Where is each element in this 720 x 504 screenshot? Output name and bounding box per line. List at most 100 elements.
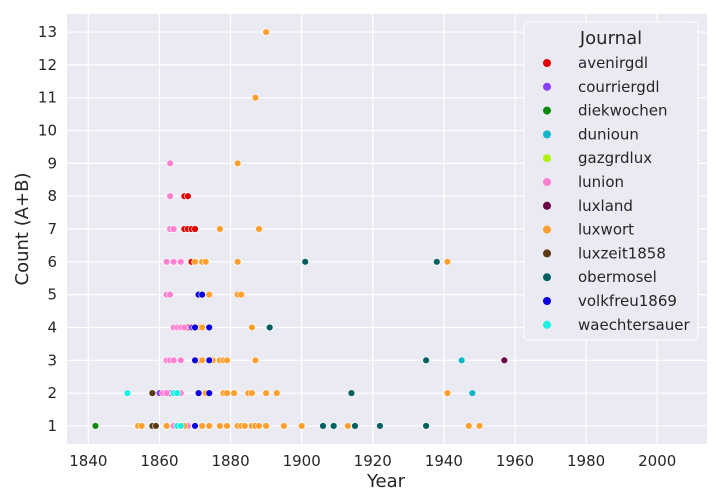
data-point-obermosel [376, 422, 384, 430]
legend-box [523, 21, 699, 341]
x-tick-label: 1860 [140, 452, 178, 470]
x-tick-label: 1840 [69, 452, 107, 470]
legend-title: Journal [579, 28, 642, 49]
data-point-luxwort [237, 290, 245, 299]
data-point-luxwort [248, 389, 256, 397]
legend-marker-waechtersauer [543, 320, 551, 329]
data-point-luxzeit1858 [148, 389, 157, 397]
data-point-obermosel [422, 356, 430, 364]
data-point-lunion [162, 389, 171, 397]
y-tick-label: 6 [47, 253, 57, 271]
data-point-luxwort [297, 422, 306, 430]
data-point-luxwort [248, 323, 256, 332]
data-point-lunion [180, 323, 189, 332]
data-point-luxwort [251, 356, 260, 364]
legend-label-obermosel: obermosel [578, 268, 657, 286]
data-point-obermosel [422, 422, 430, 430]
legend-marker-courriergdl [543, 82, 551, 91]
y-tick-label: 7 [47, 220, 57, 238]
x-tick-label: 1880 [211, 452, 249, 470]
data-point-luxwort [205, 422, 213, 430]
legend-marker-luxzeit1858 [543, 249, 551, 258]
x-axis-label: Year [366, 471, 406, 492]
data-point-luxwort [233, 258, 242, 266]
legend-label-volkfreu1869: volkfreu1869 [578, 292, 677, 310]
data-point-volkfreu1869 [191, 323, 199, 332]
legend-label-lunion: lunion [578, 173, 624, 191]
data-point-luxwort [255, 422, 263, 430]
data-point-dunioun [457, 356, 466, 364]
y-tick-label: 5 [47, 286, 57, 304]
data-points [91, 28, 509, 430]
legend-label-gazgrdlux: gazgrdlux [578, 149, 652, 167]
data-point-luxwort [443, 258, 452, 266]
data-point-luxwort [198, 356, 206, 364]
legend-marker-avenirgdl [543, 59, 551, 67]
data-point-obermosel [347, 389, 356, 397]
y-tick-label: 13 [38, 23, 57, 41]
data-point-dunioun [468, 389, 477, 397]
data-point-luxwort [233, 159, 242, 168]
data-point-volkfreu1869 [194, 389, 203, 397]
data-point-luxwort [216, 422, 224, 430]
data-point-waechtersauer [123, 389, 132, 397]
data-point-lunion [166, 192, 174, 200]
x-tick-labels: 1840 1860 1880 1900 1920 1940 1960 1980 2000 [69, 452, 676, 470]
data-point-luxwort [198, 422, 206, 430]
data-point-lunion [169, 356, 178, 364]
y-axis-label: Count (A+B) [12, 173, 33, 286]
data-point-luxzeit1858 [152, 422, 160, 430]
data-point-luxwort [262, 28, 270, 36]
legend-marker-gazgrdlux [543, 154, 551, 163]
data-point-avenirgdl [191, 225, 199, 233]
data-point-lunion [177, 356, 185, 364]
data-point-luxwort [344, 422, 352, 430]
legend-label-courriergdl: courriergdl [578, 78, 660, 96]
legend-marker-luxwort [543, 225, 551, 234]
legend-marker-luxland [543, 201, 551, 210]
data-point-luxwort [273, 389, 281, 397]
data-point-volkfreu1869 [205, 389, 213, 397]
data-point-luxwort [201, 258, 210, 266]
data-point-luxwort [255, 225, 263, 233]
legend-marker-diekwochen [543, 106, 551, 115]
y-tick-label: 3 [47, 351, 57, 369]
data-point-luxwort [251, 94, 260, 102]
x-tick-label: 1900 [283, 452, 321, 470]
data-point-luxwort [465, 422, 473, 430]
data-point-luxwort [162, 422, 171, 430]
legend-label-dunioun: dunioun [578, 125, 639, 143]
legend-label-waechtersauer: waechtersauer [578, 316, 690, 334]
legend-label-avenirgdl: avenirgdl [578, 54, 648, 72]
data-point-luxwort [241, 422, 249, 430]
data-point-obermosel [301, 258, 309, 266]
legend-items: avenirgdl courriergdl diekwochen dunioun gaz… [543, 54, 690, 334]
data-point-lunion [169, 258, 178, 266]
data-point-luxwort [475, 422, 484, 430]
data-point-volkfreu1869 [205, 323, 213, 332]
x-tick-label: 2000 [638, 452, 676, 470]
legend-marker-dunioun [543, 130, 551, 139]
data-point-luxwort [223, 389, 231, 397]
y-tick-label: 9 [47, 154, 57, 172]
data-point-obermosel [319, 422, 327, 430]
data-point-volkfreu1869 [191, 356, 199, 364]
data-point-avenirgdl [184, 192, 192, 200]
data-point-luxwort [205, 290, 213, 299]
data-point-volkfreu1869 [205, 356, 213, 364]
x-tick-label: 1960 [496, 452, 534, 470]
data-point-waechtersauer [177, 422, 185, 430]
data-point-diekwochen [91, 422, 100, 430]
data-point-lunion [166, 159, 174, 168]
y-tick-label: 11 [38, 89, 57, 107]
data-point-lunion [166, 290, 174, 299]
data-point-obermosel [265, 323, 274, 332]
legend: Journal avenirgdl courriergdl diekwochen du… [523, 21, 699, 341]
data-point-luxwort [262, 389, 270, 397]
data-point-luxwort [198, 323, 206, 332]
data-point-obermosel [433, 258, 441, 266]
y-tick-label: 12 [38, 56, 57, 74]
x-tick-label: 1920 [354, 452, 392, 470]
